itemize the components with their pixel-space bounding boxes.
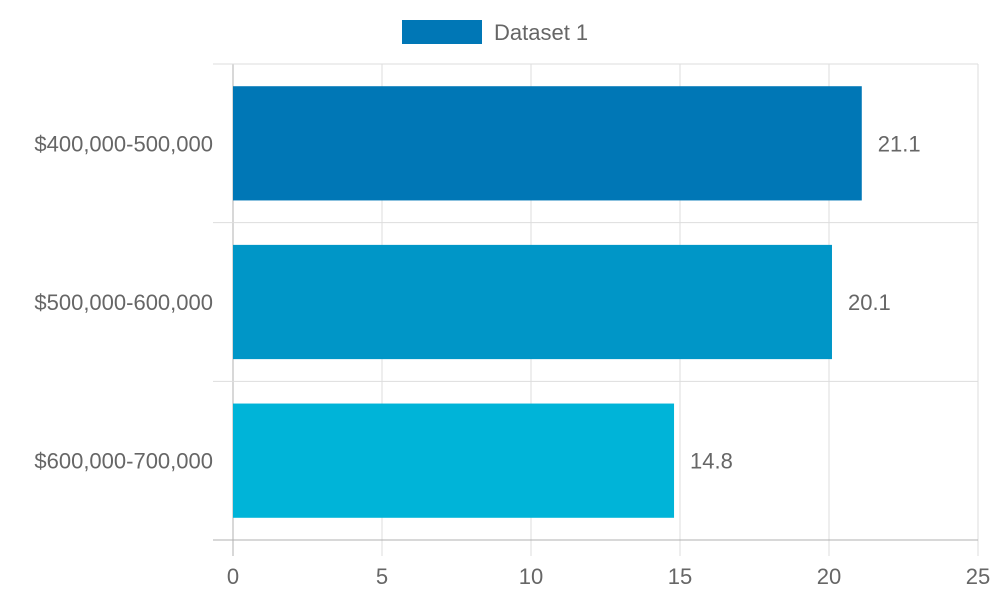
bar — [233, 244, 832, 360]
data-label: 14.8 — [690, 449, 733, 474]
labels: 0 5 10 15 20 25 $400,000-500,000 21.1 $500,000-6… — [34, 131, 990, 589]
x-tick-label: 0 — [227, 564, 239, 589]
category-label: $500,000-600,000 — [34, 290, 213, 315]
x-tick-label: 15 — [668, 564, 692, 589]
legend: Dataset 1 — [402, 20, 588, 45]
bars — [233, 86, 862, 518]
x-tick-label: 10 — [519, 564, 543, 589]
legend-label: Dataset 1 — [494, 20, 588, 45]
category-label: $400,000-500,000 — [34, 131, 213, 156]
category-label: $600,000-700,000 — [34, 449, 213, 474]
legend-swatch — [402, 20, 482, 44]
x-tick-label: 5 — [376, 564, 388, 589]
data-label: 21.1 — [878, 131, 921, 156]
x-tick-label: 20 — [817, 564, 841, 589]
x-tick-label: 25 — [966, 564, 990, 589]
data-label: 20.1 — [848, 290, 891, 315]
bar — [233, 403, 675, 518]
bar — [233, 86, 862, 201]
